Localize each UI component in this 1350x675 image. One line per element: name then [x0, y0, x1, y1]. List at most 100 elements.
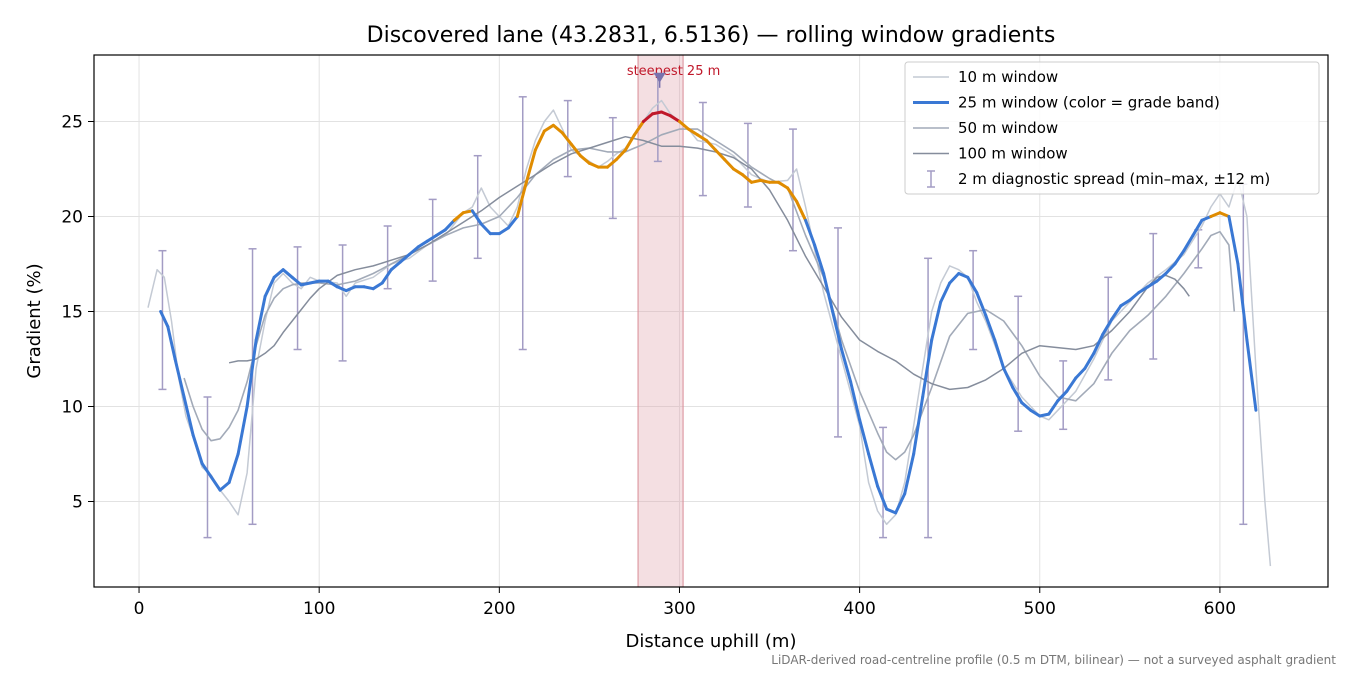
series-25m-segment	[452, 211, 465, 222]
series-25m-segment	[1209, 211, 1222, 218]
series-25m-segment	[1155, 272, 1168, 283]
series-25m-segment	[750, 178, 763, 184]
series-25m-segment	[209, 475, 222, 492]
series-25m-segment	[1110, 304, 1123, 321]
series-25m-segment	[371, 281, 384, 291]
steepest-marker-triangle	[653, 72, 666, 83]
series-25m-segment	[326, 279, 339, 289]
series-25m-segment	[1047, 399, 1060, 416]
series-25m-segment	[443, 218, 456, 232]
series-25m-segment	[786, 186, 799, 203]
series-25m-segment	[777, 180, 790, 190]
legend-item: 2 m diagnostic spread (min–max, ±12 m)	[927, 170, 1270, 188]
series-25m-segment	[939, 281, 952, 304]
series-25m-segment	[434, 228, 447, 237]
legend-label: 100 m window	[958, 145, 1068, 163]
series-25m-segment	[1173, 249, 1186, 266]
series-25m-segment	[254, 294, 267, 342]
legend-item: 50 m window	[913, 119, 1058, 137]
series-25m-segment	[930, 300, 943, 342]
legend: 10 m window 25 m window (color = grade ba…	[904, 61, 1320, 195]
series-10m-line	[147, 99, 1272, 567]
series-25m-segment	[1182, 234, 1195, 253]
series-25m-segment	[182, 395, 195, 437]
series-25m-segment	[551, 123, 564, 135]
legend-label: 25 m window (color = grade band)	[958, 94, 1220, 112]
series-25m-line	[159, 110, 1258, 515]
series-25m-segment	[813, 243, 826, 275]
series-25m-segment	[479, 222, 492, 236]
y-axis-ticks: 5 10 15 20 25	[61, 113, 94, 513]
series-25m-segment	[677, 120, 690, 131]
x-tick-label: 500	[1024, 599, 1056, 619]
error-bar	[203, 396, 212, 539]
x-tick-label: 300	[663, 599, 695, 619]
series-25m-segment	[975, 291, 988, 317]
legend-label: 10 m window	[958, 68, 1058, 86]
legend-box	[904, 61, 1320, 195]
series-25m-segment	[1227, 215, 1240, 266]
x-tick-label: 600	[1204, 599, 1236, 619]
series-25m-segment	[159, 310, 170, 329]
series-25m-segment	[398, 253, 411, 264]
series-25m-segment	[1002, 367, 1015, 389]
series-25m-segment	[704, 139, 718, 152]
series-25m-segment	[695, 133, 708, 142]
series-25m-segment	[849, 380, 862, 422]
x-tick-label: 400	[843, 599, 875, 619]
chart-footnote: LiDAR-derived road-centreline profile (0…	[771, 653, 1336, 667]
series-25m-segment	[542, 123, 555, 133]
error-bar	[1014, 295, 1023, 432]
series-25m-segment	[191, 433, 204, 465]
series-25m-segment	[804, 218, 817, 247]
series-25m-segment	[389, 260, 402, 272]
series-25m-segment	[1029, 408, 1042, 418]
series-25m-segment	[1191, 218, 1204, 237]
series-25m-segment	[921, 338, 934, 399]
series-25m-segment	[686, 127, 699, 137]
series-25m-segment	[166, 325, 177, 361]
series-25m-segment	[659, 110, 672, 118]
series-25m-segment	[200, 462, 213, 479]
x-axis-label: Distance uphill (m)	[626, 631, 797, 652]
series-25m-segment	[1128, 291, 1141, 302]
y-tick-label: 5	[72, 493, 83, 513]
series-25m-segment	[506, 215, 519, 230]
error-bar	[969, 249, 978, 351]
series-50m-line	[183, 128, 1236, 461]
series-25m-segment	[497, 226, 510, 236]
series-25m-segment	[1164, 262, 1177, 275]
error-bar	[518, 96, 527, 351]
series-25m-segment	[876, 484, 889, 511]
error-bar	[338, 244, 347, 362]
series-25m-segment	[632, 120, 645, 137]
series-25m-segment	[461, 209, 474, 215]
error-bar	[428, 198, 437, 282]
series-25m-segment	[993, 338, 1006, 370]
series-25m-segment	[1245, 338, 1258, 412]
series-25m-segment	[560, 131, 573, 146]
legend-item: 25 m window (color = grade band)	[913, 94, 1220, 112]
series-25m-segment	[425, 234, 438, 243]
series-25m-segment	[218, 481, 231, 492]
series-25m-segment	[569, 142, 582, 158]
series-25m-segment	[1020, 401, 1033, 412]
series-25m-segment	[714, 148, 727, 161]
series-25m-segment	[831, 310, 844, 351]
series-25m-segment	[1065, 376, 1078, 393]
series-25m-segment	[723, 158, 736, 171]
series-25m-segment	[741, 173, 754, 184]
x-tick-label: 200	[483, 599, 515, 619]
series-25m-segment	[822, 272, 835, 313]
series-25m-segment	[299, 281, 312, 287]
series-25m-segment	[867, 452, 880, 488]
series-25m-segment	[614, 148, 627, 161]
legend-label: 2 m diagnostic spread (min–max, ±12 m)	[958, 170, 1270, 188]
series-25m-segment	[416, 239, 429, 249]
steepest-marker	[653, 72, 666, 88]
series-25m-segment	[290, 275, 303, 287]
series-25m-segment	[668, 114, 681, 123]
series-25m-segment	[732, 167, 745, 177]
series-25m-segment	[641, 112, 654, 123]
